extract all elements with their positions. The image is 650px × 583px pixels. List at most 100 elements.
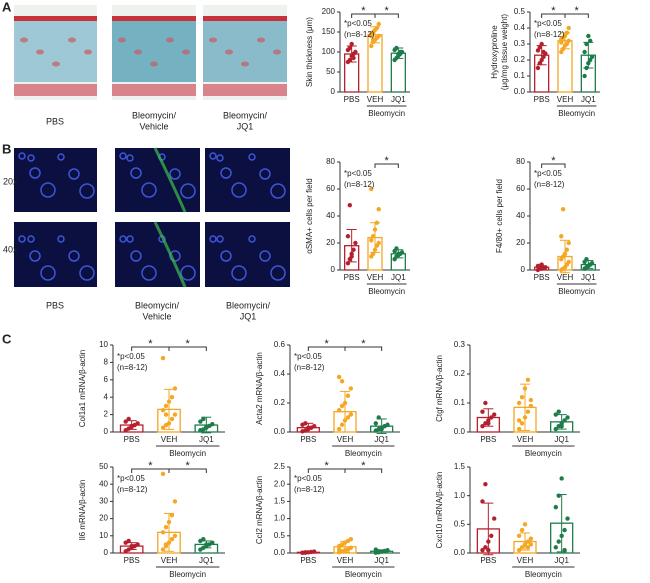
data-point bbox=[586, 61, 591, 66]
data-point bbox=[385, 548, 390, 553]
y-axis-label: Il6 mRNA/β-actin bbox=[78, 480, 87, 541]
significance-bracket bbox=[344, 346, 383, 351]
data-point bbox=[522, 415, 528, 420]
nucleus-cluster bbox=[68, 168, 80, 180]
nucleus-cluster bbox=[180, 265, 196, 281]
data-point bbox=[376, 207, 381, 212]
y-tick-label: 40 bbox=[516, 211, 525, 220]
data-point bbox=[345, 234, 351, 239]
y-axis-label: F4/80+ cells per field bbox=[495, 179, 504, 253]
data-point bbox=[541, 49, 546, 55]
data-point bbox=[589, 261, 595, 266]
x-tick-label: JQ1 bbox=[581, 273, 596, 282]
significance-label: * bbox=[148, 460, 153, 472]
data-point bbox=[559, 424, 564, 429]
data-point bbox=[198, 419, 203, 424]
data-point bbox=[169, 537, 175, 542]
data-point bbox=[560, 207, 566, 212]
data-point bbox=[522, 522, 528, 527]
group-label: Bleomycin bbox=[368, 287, 405, 296]
nucleus-cluster bbox=[79, 265, 95, 281]
data-point bbox=[582, 73, 587, 79]
y-tick-label: 6 bbox=[104, 375, 109, 384]
row-label: 40x bbox=[3, 244, 18, 254]
nucleus-cluster bbox=[29, 250, 41, 262]
y-axis-label: (μg/mg tissue weight) bbox=[500, 14, 509, 91]
data-point bbox=[372, 227, 378, 232]
data-point bbox=[588, 38, 593, 43]
muscle bbox=[14, 84, 97, 96]
annotation: (n=8-12) bbox=[294, 363, 325, 372]
significance-label: * bbox=[551, 5, 556, 17]
follicle bbox=[273, 49, 281, 55]
significance-label: * bbox=[385, 155, 390, 167]
nucleus-cluster bbox=[119, 152, 127, 160]
data-point bbox=[376, 240, 381, 246]
follicle bbox=[84, 49, 92, 55]
annotation: *p<0.05 bbox=[117, 352, 145, 361]
fiber bbox=[153, 221, 187, 288]
caption: Bleomycin/ bbox=[132, 110, 177, 120]
data-point bbox=[562, 418, 567, 423]
nucleus-cluster bbox=[141, 182, 157, 198]
data-point bbox=[369, 186, 374, 192]
x-tick-label: VEH bbox=[367, 273, 384, 282]
data-point bbox=[535, 48, 541, 53]
nucleus-cluster bbox=[180, 183, 196, 199]
x-tick-label: VEH bbox=[337, 435, 354, 444]
nucleus-cluster bbox=[259, 168, 271, 180]
nucleus-cluster bbox=[270, 183, 286, 199]
y-tick-label: 0.0 bbox=[274, 427, 286, 436]
data-point bbox=[559, 476, 564, 481]
data-point bbox=[564, 41, 570, 47]
data-point bbox=[342, 418, 348, 423]
data-point bbox=[129, 423, 134, 429]
nucleus-cluster bbox=[141, 265, 157, 281]
annotation: *p<0.05 bbox=[344, 169, 372, 178]
x-tick-label: VEH bbox=[367, 95, 384, 104]
y-tick-label: 1.0 bbox=[274, 514, 286, 523]
y-tick-label: 0.5 bbox=[274, 531, 286, 540]
follicle bbox=[52, 61, 60, 67]
data-point bbox=[345, 393, 351, 398]
data-point bbox=[349, 41, 354, 47]
nucleus-cluster bbox=[231, 265, 247, 281]
nucleus-cluster bbox=[169, 168, 181, 180]
y-tick-label: 20 bbox=[99, 514, 108, 523]
follicle bbox=[134, 49, 142, 55]
group-label: Bleomycin bbox=[525, 449, 562, 458]
y-tick-label: 2.0 bbox=[274, 479, 286, 488]
y-tick-label: 100 bbox=[322, 47, 336, 56]
y-tick-label: 20 bbox=[326, 238, 335, 247]
y-tick-label: 50 bbox=[326, 67, 335, 76]
y-tick-label: 0.6 bbox=[274, 340, 286, 349]
data-point bbox=[586, 263, 591, 269]
y-tick-label: 1.0 bbox=[454, 491, 466, 500]
data-point bbox=[398, 49, 403, 55]
data-point bbox=[559, 533, 564, 538]
data-point bbox=[537, 45, 542, 50]
fiber bbox=[153, 147, 187, 213]
y-tick-label: 40 bbox=[326, 211, 335, 220]
epidermis bbox=[14, 16, 97, 21]
y-tick-label: 0 bbox=[521, 265, 526, 274]
x-tick-label: VEH bbox=[557, 273, 574, 282]
data-point bbox=[351, 55, 356, 61]
data-point bbox=[541, 54, 546, 59]
nucleus-cluster bbox=[216, 235, 224, 243]
data-point bbox=[516, 400, 522, 406]
data-point bbox=[135, 542, 140, 547]
nucleus-cluster bbox=[130, 250, 142, 262]
y-tick-label: 10 bbox=[99, 340, 108, 349]
significance-bracket bbox=[541, 163, 566, 168]
data-point bbox=[336, 408, 342, 413]
data-point bbox=[525, 545, 531, 550]
data-point bbox=[376, 21, 381, 27]
data-point bbox=[210, 540, 215, 545]
annotation: *p<0.05 bbox=[534, 169, 562, 178]
data-point bbox=[539, 57, 544, 63]
data-point bbox=[559, 49, 564, 55]
data-point bbox=[345, 415, 351, 420]
data-point bbox=[486, 421, 491, 426]
